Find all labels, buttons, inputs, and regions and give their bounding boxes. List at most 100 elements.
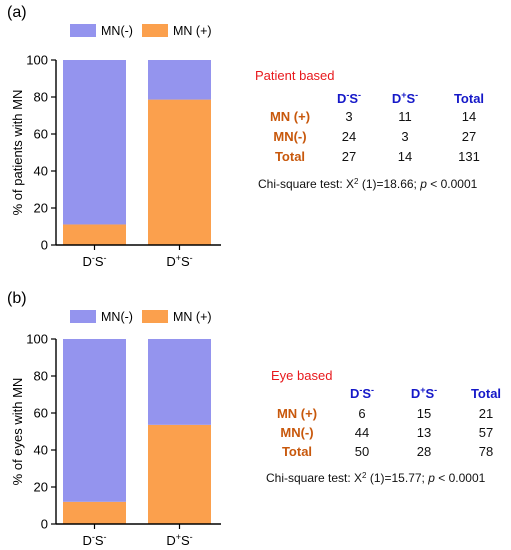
chi-square-test-result: Chi-square test: X2 (1)=15.77; p < 0.000…	[266, 471, 486, 486]
chi-square-text: (1)=18.66;	[359, 177, 421, 191]
table-column-header-sup: -	[359, 385, 362, 395]
table-column-header: D+S-	[411, 385, 437, 401]
table-column-header-sup: +	[420, 385, 425, 395]
y-axis-label: % of patients with MN	[10, 90, 25, 216]
table-row-header: MN (+)	[277, 406, 317, 421]
legend-label-mn-negative: MN(-)	[101, 24, 133, 38]
y-tick-label: 0	[41, 238, 48, 253]
chart-panel-a: (a) MN(-) MN (+) 0 20 40 60 80 100 % of patients …	[7, 4, 480, 253]
chi-square-text: < 0.0001	[427, 177, 478, 191]
table-column-header-sup: -	[358, 90, 361, 100]
table-column-header-main: D	[411, 386, 420, 401]
table-cell: 78	[479, 444, 493, 459]
table-heading: Patient based	[255, 68, 335, 83]
x-tick-label-sup: -	[104, 253, 107, 263]
table-column-header-sup: -	[371, 385, 374, 395]
x-tick-label-main: D	[82, 254, 91, 269]
legend-label-mn-positive: MN (+)	[173, 24, 212, 38]
table-column-header-sup: -	[415, 90, 418, 100]
x-tick-label-sup: -	[92, 532, 95, 542]
chi-square-text: Chi-square test: X	[266, 471, 362, 485]
chi-square-text: < 0.0001	[435, 471, 486, 485]
x-tick-label-sup: -	[190, 532, 193, 542]
legend-swatch-mn-positive	[142, 24, 168, 37]
x-tick-label-main: S	[95, 254, 104, 269]
table-row-header: Total	[282, 444, 312, 459]
table-column-header-main: D	[350, 386, 359, 401]
table-column-header-main: D	[392, 91, 401, 106]
chi-square-text: (1)=15.77;	[367, 471, 429, 485]
table-cell: 13	[417, 425, 431, 440]
table-cell: 44	[355, 425, 369, 440]
table-column-header-main: S	[349, 91, 358, 106]
bar-mn-negative	[63, 339, 126, 502]
y-tick-label: 40	[34, 443, 48, 458]
chi-square-test-result: Chi-square test: X2 (1)=18.66; p < 0.000…	[258, 177, 478, 192]
chi-square-text: Chi-square test: X	[258, 177, 354, 191]
x-tick-label: D+S-	[166, 253, 192, 269]
table-row-header: MN(-)	[280, 425, 313, 440]
x-tick-label-main: S	[181, 533, 190, 548]
table-column-header-main: S	[362, 386, 371, 401]
table-cell: 27	[342, 149, 356, 164]
chi-square-sup: 2	[362, 471, 367, 480]
y-tick-label: 60	[34, 406, 48, 421]
y-tick-label: 40	[34, 164, 48, 179]
legend-swatch-mn-negative	[70, 310, 96, 323]
table-column-header-main: Total	[454, 91, 484, 106]
table-cell: 24	[342, 129, 356, 144]
table-column-header-main: S	[406, 91, 415, 106]
table-cell: 15	[417, 406, 431, 421]
bar-mn-negative	[63, 60, 126, 225]
x-tick-label: D+S-	[166, 532, 192, 548]
table-column-header-sup: -	[434, 385, 437, 395]
table-column-header: D+S-	[392, 90, 418, 106]
chi-square-p: p	[427, 471, 435, 485]
chi-square-p: p	[419, 177, 427, 191]
x-tick-label-main: S	[181, 254, 190, 269]
x-tick-label: D-S-	[82, 532, 106, 548]
bar-mn-negative	[148, 339, 211, 425]
x-tick-label: D-S-	[82, 253, 106, 269]
legend-label-mn-positive: MN (+)	[173, 310, 212, 324]
y-tick-label: 100	[26, 332, 48, 347]
x-tick-label-main: D	[166, 254, 175, 269]
table-row-header: MN (+)	[270, 109, 310, 124]
x-tick-label-sup: -	[104, 532, 107, 542]
table-column-header: Total	[454, 91, 484, 106]
table-cell: 27	[462, 129, 476, 144]
y-tick-label: 0	[41, 517, 48, 532]
table-cell: 14	[462, 109, 476, 124]
table-column-header: D-S-	[337, 90, 361, 106]
x-tick-label-main: D	[82, 533, 91, 548]
table-cell: 28	[417, 444, 431, 459]
y-tick-label: 100	[26, 53, 48, 68]
table-column-header: Total	[471, 386, 501, 401]
bar-mn-positive	[63, 501, 126, 524]
table-cell: 14	[398, 149, 412, 164]
y-tick-label: 20	[34, 201, 48, 216]
table-column-header: D-S-	[350, 385, 374, 401]
table-row-header: MN(-)	[273, 129, 306, 144]
chi-square-sup: 2	[354, 177, 359, 186]
x-tick-label-main: D	[166, 533, 175, 548]
legend-swatch-mn-positive	[142, 310, 168, 323]
x-tick-label-sup: -	[92, 253, 95, 263]
legend-swatch-mn-negative	[70, 24, 96, 37]
table-cell: 21	[479, 406, 493, 421]
x-tick-label-sup: +	[176, 532, 181, 542]
table-column-header-main: Total	[471, 386, 501, 401]
bar-mn-positive	[148, 99, 211, 245]
table-column-header-main: S	[425, 386, 434, 401]
chart-panel-b: (b) MN(-) MN (+) 0 20 40 60 80 100 % of eyes with…	[7, 290, 493, 532]
table-column-header-sup: -	[346, 90, 349, 100]
panel-label: (b)	[7, 290, 27, 307]
panel-label: (a)	[7, 4, 27, 21]
table-cell: 6	[358, 406, 365, 421]
table-cell: 3	[401, 129, 408, 144]
table-cell: 11	[398, 109, 412, 124]
table-cell: 57	[479, 425, 493, 440]
y-tick-label: 20	[34, 480, 48, 495]
x-tick-label-sup: -	[190, 253, 193, 263]
